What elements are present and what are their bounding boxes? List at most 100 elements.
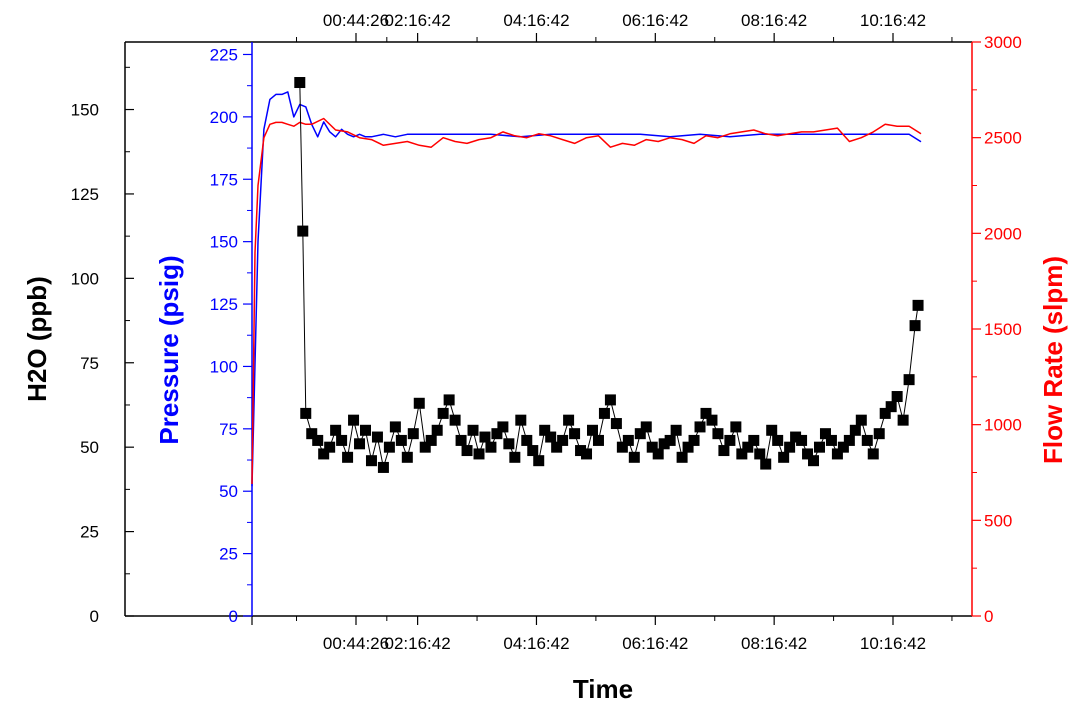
h2o-data-point xyxy=(390,421,401,432)
h2o-data-point xyxy=(521,435,532,446)
x-tick-label-top: 00:44:26 xyxy=(323,11,389,30)
h2o-data-point xyxy=(479,432,490,443)
pressure-tick-label: 175 xyxy=(210,170,238,189)
h2o-data-point xyxy=(641,421,652,432)
h2o-data-point xyxy=(402,452,413,463)
h2o-tick-label: 25 xyxy=(80,523,99,542)
h2o-tick-label: 150 xyxy=(71,101,99,120)
x-tick-label-bottom: 06:16:42 xyxy=(622,634,688,653)
h2o-data-point xyxy=(629,452,640,463)
pressure-tick-label: 75 xyxy=(219,420,238,439)
h2o-data-point xyxy=(348,415,359,426)
h2o-data-point xyxy=(712,428,723,439)
pressure-tick-label: 25 xyxy=(219,545,238,564)
h2o-data-point xyxy=(557,435,568,446)
x-tick-label-top: 04:16:42 xyxy=(503,11,569,30)
h2o-data-point xyxy=(886,401,897,412)
flow-tick-label: 500 xyxy=(984,511,1012,530)
h2o-data-point xyxy=(372,432,383,443)
h2o-data-point xyxy=(462,445,473,456)
h2o-data-point xyxy=(784,442,795,453)
h2o-data-point xyxy=(503,438,514,449)
h2o-data-point xyxy=(473,448,484,459)
h2o-data-point xyxy=(826,435,837,446)
h2o-tick-label: 100 xyxy=(71,269,99,288)
flow-tick-label: 2000 xyxy=(984,224,1022,243)
h2o-data-point xyxy=(689,435,700,446)
h2o-data-point xyxy=(563,415,574,426)
h2o-data-point xyxy=(569,428,580,439)
h2o-data-point xyxy=(808,455,819,466)
x-tick-label-top: 10:16:42 xyxy=(860,11,926,30)
x-tick-label-bottom: 10:16:42 xyxy=(860,634,926,653)
h2o-data-point xyxy=(515,415,526,426)
h2o-data-point xyxy=(677,452,688,463)
h2o-data-point xyxy=(497,421,508,432)
h2o-axis-title: H2O (ppb) xyxy=(22,276,52,402)
pressure-tick-label: 150 xyxy=(210,233,238,252)
h2o-data-point xyxy=(408,428,419,439)
h2o-data-point xyxy=(778,452,789,463)
flow-tick-label: 0 xyxy=(984,607,993,626)
h2o-data-point xyxy=(396,435,407,446)
h2o-data-point xyxy=(766,425,777,436)
h2o-data-point xyxy=(665,435,676,446)
h2o-data-point xyxy=(913,300,924,311)
x-tick-label-bottom: 04:16:42 xyxy=(503,634,569,653)
h2o-data-point xyxy=(724,435,735,446)
h2o-data-point xyxy=(796,435,807,446)
x-tick-label-bottom: 00:44:26 xyxy=(323,634,389,653)
h2o-data-point xyxy=(324,442,335,453)
h2o-data-point xyxy=(300,408,311,419)
h2o-data-point xyxy=(527,445,538,456)
h2o-data-point xyxy=(378,462,389,473)
h2o-data-point xyxy=(450,415,461,426)
h2o-data-point xyxy=(718,445,729,456)
pressure-tick-label: 125 xyxy=(210,295,238,314)
h2o-data-point xyxy=(868,448,879,459)
flow-tick-label: 3000 xyxy=(984,33,1022,52)
pressure-tick-label: 100 xyxy=(210,357,238,376)
flow-tick-label: 1000 xyxy=(984,416,1022,435)
h2o-data-point xyxy=(384,442,395,453)
h2o-data-point xyxy=(898,415,909,426)
flow-tick-label: 2500 xyxy=(984,129,1022,148)
h2o-data-point xyxy=(874,428,885,439)
x-tick-label-top: 06:16:42 xyxy=(622,11,688,30)
h2o-data-point xyxy=(695,421,706,432)
pressure-tick-label: 0 xyxy=(229,607,238,626)
h2o-data-point xyxy=(414,398,425,409)
h2o-data-point xyxy=(593,435,604,446)
h2o-data-point xyxy=(772,435,783,446)
h2o-data-point xyxy=(748,435,759,446)
h2o-data-point xyxy=(312,435,323,446)
h2o-data-point xyxy=(862,435,873,446)
h2o-data-point xyxy=(342,452,353,463)
h2o-tick-label: 125 xyxy=(71,185,99,204)
h2o-data-point xyxy=(605,394,616,405)
h2o-data-point xyxy=(336,435,347,446)
x-tick-label-bottom: 08:16:42 xyxy=(741,634,807,653)
h2o-data-point xyxy=(904,374,915,385)
h2o-data-point xyxy=(671,425,682,436)
x-tick-label-bottom: 02:16:42 xyxy=(385,634,451,653)
h2o-data-point xyxy=(599,408,610,419)
h2o-data-point xyxy=(509,452,520,463)
h2o-data-point xyxy=(297,226,308,237)
h2o-data-point xyxy=(444,394,455,405)
h2o-tick-label: 50 xyxy=(80,438,99,457)
x-tick-label-top: 02:16:42 xyxy=(385,11,451,30)
h2o-data-point xyxy=(456,435,467,446)
h2o-data-point xyxy=(485,442,496,453)
h2o-data-point xyxy=(850,425,861,436)
h2o-data-point xyxy=(760,459,771,470)
h2o-data-point xyxy=(438,408,449,419)
h2o-data-point xyxy=(910,320,921,331)
h2o-data-point xyxy=(587,425,598,436)
h2o-data-point xyxy=(581,448,592,459)
x-axis-title: Time xyxy=(573,674,633,704)
h2o-data-point xyxy=(468,425,479,436)
h2o-data-point xyxy=(366,455,377,466)
h2o-data-point xyxy=(545,432,556,443)
